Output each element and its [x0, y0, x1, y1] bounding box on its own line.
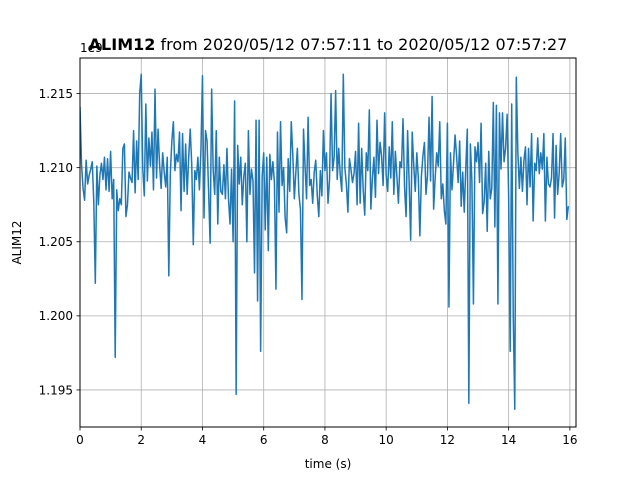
x-tick-label: 6 — [260, 433, 268, 447]
x-tick-label: 8 — [321, 433, 329, 447]
x-axis-ticks: 0 2 4 6 8 10 12 14 16 — [76, 427, 578, 447]
chart-title: ALIM12 from 2020/05/12 07:57:11 to 2020/… — [89, 35, 568, 54]
y-tick-label: 1.195 — [39, 383, 73, 397]
x-tick-label: 14 — [501, 433, 516, 447]
x-axis-label: time (s) — [305, 457, 352, 471]
chart-title-rest: from 2020/05/12 07:57:11 to 2020/05/12 0… — [155, 35, 567, 54]
y-tick-label: 1.210 — [39, 161, 73, 175]
y-tick-label: 1.215 — [39, 87, 73, 101]
y-tick-label: 1.200 — [39, 309, 73, 323]
x-tick-label: 0 — [76, 433, 84, 447]
y-offset-text: 1e9 — [80, 41, 103, 55]
chart-title-bold: ALIM12 — [89, 35, 156, 54]
y-tick-label: 1.205 — [39, 235, 73, 249]
series-line — [80, 73, 570, 410]
axes-frame — [79, 57, 577, 428]
y-axis-label: ALIM12 — [10, 220, 24, 264]
x-tick-label: 16 — [562, 433, 577, 447]
series-layer — [80, 73, 570, 410]
x-tick-label: 12 — [440, 433, 455, 447]
grid — [79, 58, 576, 427]
x-tick-label: 2 — [137, 433, 145, 447]
x-tick-label: 4 — [199, 433, 207, 447]
y-axis-ticks: 1.195 1.200 1.205 1.210 1.215 — [39, 87, 80, 397]
x-tick-label: 10 — [379, 433, 394, 447]
